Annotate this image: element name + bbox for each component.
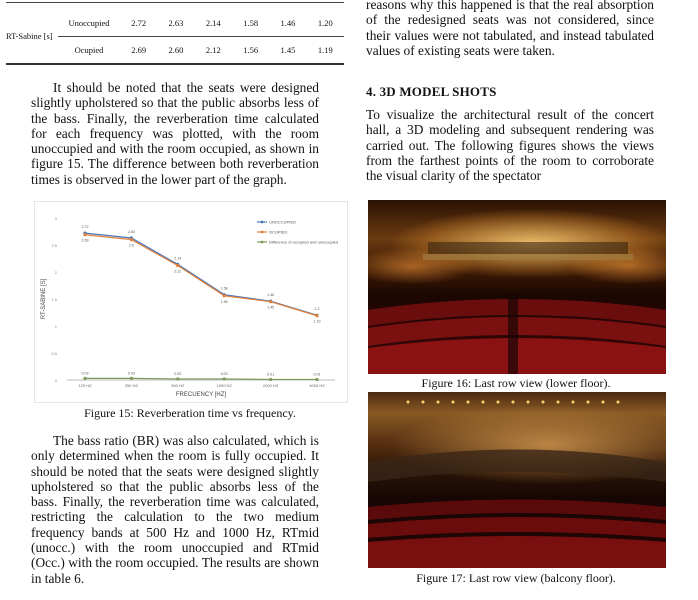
left-column: RT-Sabine [s] Unoccupied 2.72 2.63 2.14 … bbox=[0, 0, 345, 600]
legend-marker bbox=[261, 241, 264, 244]
paragraph-3d-modeling: To visualize the architectural result of… bbox=[366, 107, 654, 183]
x-tick-label: 2000 HZ bbox=[263, 383, 279, 388]
figure-16-render bbox=[368, 200, 666, 374]
x-tick-label: 4000 HZ bbox=[309, 383, 325, 388]
data-label: 1.46 bbox=[267, 293, 274, 297]
series-point bbox=[176, 264, 179, 267]
series-line-2 bbox=[85, 378, 317, 379]
x-tick-label: 250 HZ bbox=[125, 383, 139, 388]
y-tick-label: 0.5 bbox=[51, 351, 57, 356]
paragraph-absorption: reasons why this happened is that the re… bbox=[366, 0, 654, 58]
table-row-label: RT-Sabine [s] bbox=[6, 10, 58, 64]
table-row: RT-Sabine [s] Unoccupied 2.72 2.63 2.14 … bbox=[6, 10, 344, 37]
series-point bbox=[269, 378, 272, 381]
legend-marker bbox=[261, 221, 264, 224]
data-label: 1.45 bbox=[267, 306, 274, 310]
data-label: 2.12 bbox=[174, 270, 181, 274]
data-label: 0.01 bbox=[314, 372, 321, 376]
data-label: 1.58 bbox=[221, 287, 228, 291]
right-column: reasons why this happened is that the re… bbox=[366, 0, 666, 600]
series-point bbox=[269, 300, 272, 303]
table-cell: 1.56 bbox=[232, 37, 269, 65]
y-tick-label: 2 bbox=[55, 270, 58, 275]
hall-balcony-illustration bbox=[368, 392, 666, 568]
y-tick-label: 3 bbox=[55, 216, 58, 221]
legend-label: OCUPIED bbox=[269, 230, 287, 235]
figure-15-caption: Figure 15: Reverberation time vs frequen… bbox=[34, 406, 346, 421]
series-line-0 bbox=[85, 233, 317, 315]
y-tick-label: 0 bbox=[55, 378, 58, 383]
legend-marker bbox=[261, 231, 264, 234]
series-point bbox=[130, 238, 133, 241]
series-point bbox=[130, 377, 133, 380]
table-cell-condition: Unoccupied bbox=[58, 10, 120, 37]
data-label: 0.03 bbox=[82, 371, 89, 375]
section-heading: 4. 3D MODEL SHOTS bbox=[366, 84, 497, 100]
data-label: 2.14 bbox=[174, 256, 181, 260]
data-label: 0.01 bbox=[267, 372, 274, 376]
y-axis-label: RT-SABINE [S] bbox=[41, 278, 47, 319]
data-label: 2.72 bbox=[82, 225, 89, 229]
data-label: 2.69 bbox=[82, 239, 89, 243]
x-tick-label: 1000 HZ bbox=[217, 383, 233, 388]
table-cell: 1.45 bbox=[269, 37, 306, 65]
series-line-1 bbox=[85, 235, 317, 316]
table-cell-condition: Ocupied bbox=[58, 37, 120, 65]
series-point bbox=[83, 377, 86, 380]
series-point bbox=[83, 233, 86, 236]
paragraph-bass-ratio: The bass ratio (BR) was also calculated,… bbox=[31, 433, 319, 586]
data-label: 1.56 bbox=[221, 300, 228, 304]
table-cell: 2.14 bbox=[195, 10, 232, 37]
y-tick-label: 1.5 bbox=[51, 297, 57, 302]
data-label: 2.6 bbox=[129, 244, 134, 248]
table-cell: 1.20 bbox=[307, 10, 344, 37]
rt-sabine-table: RT-Sabine [s] Unoccupied 2.72 2.63 2.14 … bbox=[6, 10, 344, 65]
data-label: 0.02 bbox=[221, 372, 228, 376]
table-cell: 1.58 bbox=[232, 10, 269, 37]
series-point bbox=[223, 294, 226, 297]
y-tick-label: 2.5 bbox=[51, 243, 57, 248]
series-point bbox=[315, 314, 318, 317]
table-cell: 2.72 bbox=[120, 10, 157, 37]
table-cell: 1.46 bbox=[269, 10, 306, 37]
hall-lower-floor-illustration bbox=[368, 200, 666, 374]
table-cell: 1.19 bbox=[307, 37, 344, 65]
series-point bbox=[223, 377, 226, 380]
table-cell: 2.60 bbox=[157, 37, 194, 65]
table-cell: 2.63 bbox=[157, 10, 194, 37]
figure-17-render bbox=[368, 392, 666, 568]
figure-17-caption: Figure 17: Last row view (balcony floor)… bbox=[366, 571, 666, 586]
series-point bbox=[176, 377, 179, 380]
reverberation-chart: 0 0.5 1 1.5 2 2.5 3 125 HZ 250 HZ 500 HZ 1000 HZ 20… bbox=[35, 202, 347, 402]
series-point bbox=[315, 378, 318, 381]
table-cell: 2.69 bbox=[120, 37, 157, 65]
x-tick-label: 125 HZ bbox=[78, 383, 92, 388]
paragraph-seats-upholstered: It should be noted that the seats were d… bbox=[31, 80, 319, 187]
x-axis-label: FRECUENCY [HZ] bbox=[176, 392, 227, 398]
legend-label: Difference of occupied and unoccupied bbox=[269, 240, 338, 245]
y-tick-label: 1 bbox=[55, 324, 58, 329]
legend-label: UNOCCUPIED bbox=[269, 220, 296, 225]
table-top-cut-row bbox=[6, 0, 344, 3]
x-tick-label: 500 HZ bbox=[171, 383, 185, 388]
data-label: 0.02 bbox=[174, 372, 181, 376]
data-label: 1.2 bbox=[315, 307, 320, 311]
data-label: 1.19 bbox=[314, 320, 321, 324]
data-label: 0.03 bbox=[128, 371, 135, 375]
table-cell: 2.12 bbox=[195, 37, 232, 65]
figure-15-chart: 0 0.5 1 1.5 2 2.5 3 125 HZ 250 HZ 500 HZ 1000 HZ 20… bbox=[34, 201, 348, 403]
data-label: 2.63 bbox=[128, 230, 135, 234]
figure-16-caption: Figure 16: Last row view (lower floor). bbox=[366, 376, 666, 391]
